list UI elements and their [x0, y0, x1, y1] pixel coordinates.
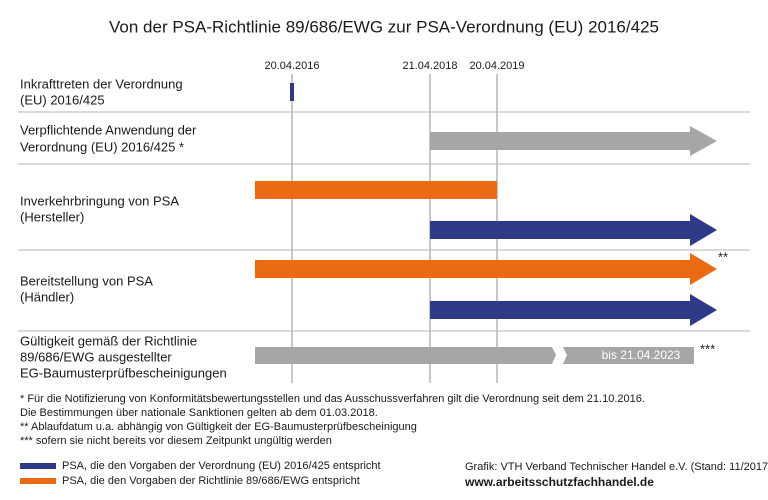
row-label: Inkrafttreten der Verordnung	[20, 76, 183, 91]
row-label: 89/686/EWG ausgestellter	[20, 349, 172, 364]
legend-swatch	[20, 463, 56, 469]
credit: Grafik: VTH Verband Technischer Handel e…	[465, 461, 768, 473]
legend-label: PSA, die den Vorgaben der Verordnung (EU…	[62, 460, 381, 472]
row-label: EG-Baumusterprüfbescheinigungen	[20, 365, 227, 380]
date-label: 20.04.2016	[264, 60, 319, 72]
legend-swatch	[20, 478, 56, 484]
bar	[255, 347, 556, 364]
row-label: (EU) 2016/425	[20, 92, 105, 107]
row-label: (Händler)	[20, 289, 74, 304]
footnote: * Für die Notifizierung von Konformitäts…	[20, 393, 645, 405]
footnote: Die Bestimmungen über nationale Sanktion…	[20, 407, 378, 419]
row-label: Verordnung (EU) 2016/425 *	[20, 139, 184, 154]
bar	[255, 181, 497, 199]
row-label: Verpflichtende Anwendung der	[20, 122, 197, 137]
arrow	[430, 294, 717, 326]
row-label: (Hersteller)	[20, 209, 84, 224]
row-label: Gültigkeit gemäß der Richtlinie	[20, 333, 197, 348]
annotation: ***	[700, 341, 715, 356]
title: Von der PSA-Richtlinie 89/686/EWG zur PS…	[109, 17, 659, 36]
legend-label: PSA, die den Vorgaben der Richtlinie 89/…	[62, 475, 360, 487]
footnote: *** sofern sie nicht bereits vor diesem …	[20, 435, 332, 447]
arrow	[430, 214, 717, 246]
annotation: **	[718, 249, 728, 264]
row-label: Inverkehrbringung von PSA	[20, 193, 179, 208]
bar-label: bis 21.04.2023	[602, 348, 681, 362]
bar	[563, 347, 694, 364]
bar	[290, 83, 294, 101]
row-label: Bereitstellung von PSA	[20, 273, 153, 288]
date-label: 20.04.2019	[469, 60, 524, 72]
arrow	[430, 126, 717, 156]
arrow	[255, 253, 717, 285]
legend: PSA, die den Vorgaben der Verordnung (EU…	[20, 460, 381, 487]
date-label: 21.04.2018	[402, 60, 457, 72]
footnote: ** Ablaufdatum u.a. abhängig von Gültigk…	[20, 421, 417, 433]
url: www.arbeitsschutzfachhandel.de	[464, 475, 654, 489]
